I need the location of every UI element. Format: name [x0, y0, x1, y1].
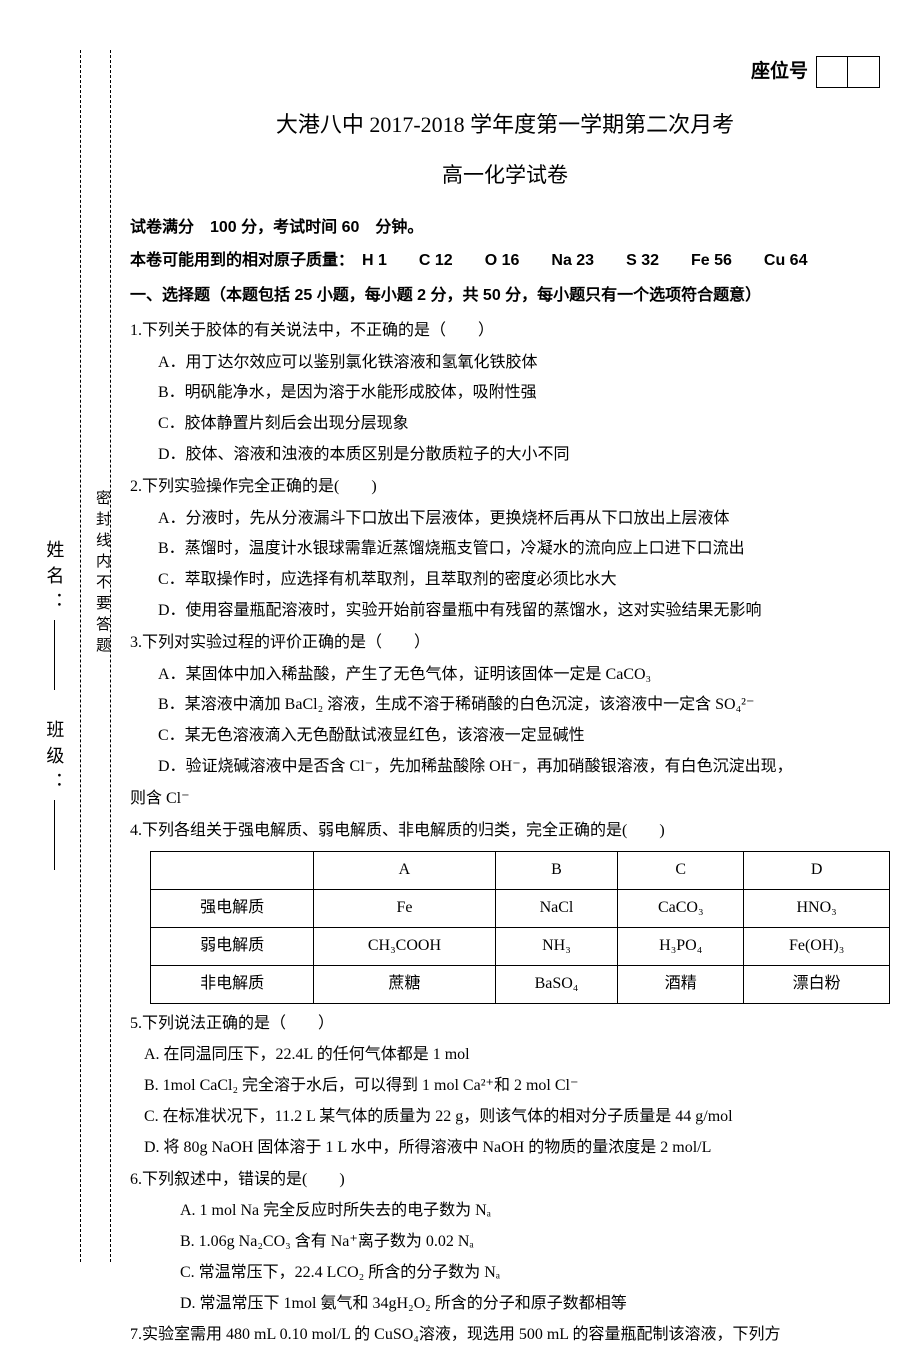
q3-opt-a: A．某固体中加入稀盐酸，产生了无色气体，证明该固体一定是 CaCO₃	[158, 661, 880, 690]
cell: BaSO₄	[495, 965, 617, 1003]
q6-opt-d: D. 常温常压下 1mol 氨气和 34gH₂O₂ 所含的分子和原子数都相等	[180, 1290, 880, 1319]
exam-title-main: 大港八中 2017-2018 学年度第一学期第二次月考	[130, 105, 880, 145]
q7-stem: 7.实验室需用 480 mL 0.10 mol/L 的 CuSO₄溶液，现选用 …	[130, 1321, 880, 1350]
cell: 强电解质	[151, 890, 314, 928]
q2-opt-d: D．使用容量瓶配溶液时，实验开始前容量瓶中有残留的蒸馏水，这对实验结果无影响	[158, 597, 880, 626]
q1-stem: 1.下列关于胶体的有关说法中，不正确的是（ ）	[130, 317, 880, 346]
q5-opt-a: A. 在同温同压下，22.4L 的任何气体都是 1 mol	[144, 1041, 880, 1070]
table-row: 非电解质 蔗糖 BaSO₄ 酒精 漂白粉	[151, 965, 890, 1003]
cell: C	[618, 852, 744, 890]
cell: HNO₃	[744, 890, 890, 928]
q2-opt-b: B．蒸馏时，温度计水银球需靠近蒸馏烧瓶支管口，冷凝水的流向应上口进下口流出	[158, 535, 880, 564]
label-seal-line: 密封线内不要答题	[88, 490, 115, 658]
q3-opt-c: C．某无色溶液滴入无色酚酞试液显红色，该溶液一定显碱性	[158, 722, 880, 751]
q3-stem: 3.下列对实验过程的评价正确的是（ ）	[130, 629, 880, 658]
q1-opt-d: D．胶体、溶液和浊液的本质区别是分散质粒子的大小不同	[158, 441, 880, 470]
cell: 弱电解质	[151, 927, 314, 965]
q6-opt-b: B. 1.06g Na₂CO₃ 含有 Na⁺离子数为 0.02 Nₐ	[180, 1228, 880, 1257]
q1-opt-c: C．胶体静置片刻后会出现分层现象	[158, 410, 880, 439]
q5-opt-d: D. 将 80g NaOH 固体溶于 1 L 水中，所得溶液中 NaOH 的物质…	[144, 1134, 880, 1163]
q4-stem: 4.下列各组关于强电解质、弱电解质、非电解质的归类，完全正确的是( )	[130, 817, 880, 846]
seat-number-box: 座位号	[751, 55, 880, 89]
label-banji: 班级：	[38, 720, 70, 870]
cell: 蔗糖	[314, 965, 496, 1003]
q3-opt-d: D．验证烧碱溶液中是否含 Cl⁻，先加稀盐酸除 OH⁻，再加硝酸银溶液，有白色沉…	[158, 753, 880, 782]
q5-stem: 5.下列说法正确的是（ ）	[130, 1010, 880, 1039]
q5-opt-c: C. 在标准状况下，11.2 L 某气体的质量为 22 g，则该气体的相对分子质…	[144, 1103, 880, 1132]
cell: CaCO₃	[618, 890, 744, 928]
label-xingming: 姓名：	[38, 540, 70, 690]
cell: 非电解质	[151, 965, 314, 1003]
cell: 漂白粉	[744, 965, 890, 1003]
table-row: 弱电解质 CH₃COOH NH₃ H₃PO₄ Fe(OH)₃	[151, 927, 890, 965]
seat-cell-2	[848, 56, 880, 88]
q2-opt-c: C．萃取操作时，应选择有机萃取剂，且萃取剂的密度必须比水大	[158, 566, 880, 595]
exam-title-sub: 高一化学试卷	[130, 157, 880, 195]
cell: Fe	[314, 890, 496, 928]
dashed-line-outer	[80, 50, 81, 1262]
cell: CH₃COOH	[314, 927, 496, 965]
info-fullmarks: 试卷满分 100 分，考试时间 60 分钟。	[130, 214, 880, 243]
cell: B	[495, 852, 617, 890]
cell: NH₃	[495, 927, 617, 965]
cell: A	[314, 852, 496, 890]
q6-stem: 6.下列叙述中，错误的是( )	[130, 1166, 880, 1195]
q4-table: A B C D 强电解质 Fe NaCl CaCO₃ HNO₃ 弱电解质 CH₃…	[150, 851, 890, 1003]
seat-cell-1	[816, 56, 848, 88]
q1-opt-b: B．明矾能净水，是因为溶于水能形成胶体，吸附性强	[158, 379, 880, 408]
cell: NaCl	[495, 890, 617, 928]
q5-opt-b: B. 1mol CaCl₂ 完全溶于水后，可以得到 1 mol Ca²⁺和 2 …	[144, 1072, 880, 1101]
q6-opt-c: C. 常温常压下，22.4 LCO₂ 所含的分子数为 Nₐ	[180, 1259, 880, 1288]
cell: H₃PO₄	[618, 927, 744, 965]
q3-opt-b: B．某溶液中滴加 BaCl₂ 溶液，生成不溶于稀硝酸的白色沉淀，该溶液中一定含 …	[158, 691, 880, 720]
info-atoms: 本卷可能用到的相对原子质量： H 1 C 12 O 16 Na 23 S 32 …	[130, 247, 880, 276]
table-row: 强电解质 Fe NaCl CaCO₃ HNO₃	[151, 890, 890, 928]
seat-label: 座位号	[751, 55, 808, 89]
cell: D	[744, 852, 890, 890]
q1-opt-a: A．用丁达尔效应可以鉴别氯化铁溶液和氢氧化铁胶体	[158, 349, 880, 378]
cell: 酒精	[618, 965, 744, 1003]
q3-opt-d-cont: 则含 Cl⁻	[130, 785, 880, 814]
q6-opt-a: A. 1 mol Na 完全反应时所失去的电子数为 Nₐ	[180, 1197, 880, 1226]
q2-stem: 2.下列实验操作完全正确的是( )	[130, 473, 880, 502]
table-row: A B C D	[151, 852, 890, 890]
q2-opt-a: A．分液时，先从分液漏斗下口放出下层液体，更换烧杯后再从下口放出上层液体	[158, 505, 880, 534]
cell	[151, 852, 314, 890]
cell: Fe(OH)₃	[744, 927, 890, 965]
section-1-title: 一、选择题（本题包括 25 小题，每小题 2 分，共 50 分，每小题只有一个选…	[130, 282, 880, 311]
